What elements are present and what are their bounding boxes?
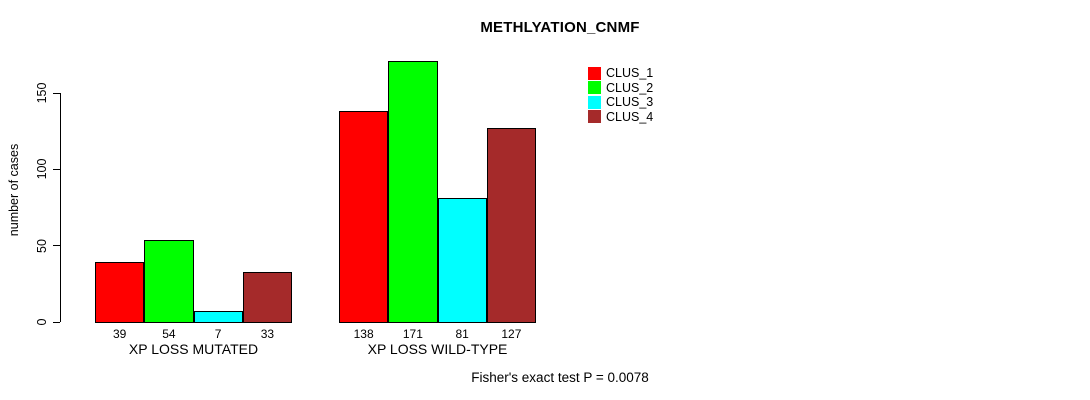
bar-clus_1-group1 bbox=[95, 262, 145, 323]
bar-value-label-clus_2-group2: 171 bbox=[402, 327, 423, 341]
y-tick-label-0: 0 bbox=[35, 318, 49, 326]
legend-label-clus_3: CLUS_3 bbox=[606, 95, 654, 110]
x-group-label-2: XP LOSS WILD-TYPE bbox=[367, 341, 508, 357]
legend-label-clus_2: CLUS_2 bbox=[606, 80, 654, 95]
y-axis-label: number of cases bbox=[7, 143, 21, 237]
bar-clus_4-group2 bbox=[486, 128, 536, 323]
y-tick-150 bbox=[53, 92, 60, 94]
bar-value-label-clus_3-group1: 7 bbox=[214, 327, 222, 341]
legend-row-clus_3: CLUS_3 bbox=[588, 95, 653, 110]
legend-swatch-clus_4 bbox=[588, 110, 601, 124]
legend-swatch-clus_3 bbox=[588, 95, 601, 109]
legend-label-clus_4: CLUS_4 bbox=[606, 109, 654, 124]
bar-clus_3-group1 bbox=[193, 311, 243, 323]
bar-value-label-clus_2-group1: 54 bbox=[162, 327, 176, 341]
bar-clus_1-group2 bbox=[339, 111, 389, 323]
y-axis-line bbox=[60, 93, 61, 322]
legend: CLUS_1 CLUS_2 CLUS_3 CLUS_4 bbox=[588, 66, 653, 124]
y-tick-label-150: 150 bbox=[35, 82, 49, 104]
y-tick-50 bbox=[53, 245, 60, 247]
y-tick-100 bbox=[53, 168, 60, 170]
bar-clus_4-group1 bbox=[242, 271, 292, 323]
legend-swatch-clus_1 bbox=[588, 66, 601, 80]
legend-row-clus_2: CLUS_2 bbox=[588, 81, 653, 96]
y-tick-label-100: 100 bbox=[35, 158, 49, 180]
legend-swatch-clus_2 bbox=[588, 81, 601, 95]
bar-clus_2-group1 bbox=[144, 239, 194, 323]
legend-row-clus_1: CLUS_1 bbox=[588, 66, 653, 81]
bar-value-label-clus_4-group2: 127 bbox=[501, 327, 522, 341]
bar-value-label-clus_1-group1: 39 bbox=[112, 327, 127, 341]
chart-title: METHLYATION_CNMF bbox=[480, 19, 640, 36]
bar-value-label-clus_4-group1: 33 bbox=[260, 327, 275, 341]
x-group-label-1: XP LOSS MUTATED bbox=[128, 341, 259, 357]
y-tick-label-50: 50 bbox=[35, 238, 49, 253]
annotation-text: Fisher's exact test P = 0.0078 bbox=[471, 370, 649, 385]
legend-label-clus_1: CLUS_1 bbox=[606, 66, 654, 81]
bar-clus_3-group2 bbox=[437, 198, 487, 323]
legend-row-clus_4: CLUS_4 bbox=[588, 110, 653, 125]
y-tick-0 bbox=[53, 321, 60, 323]
bar-clus_2-group2 bbox=[388, 60, 438, 323]
bar-value-label-clus_1-group2: 138 bbox=[353, 327, 374, 341]
bar-value-label-clus_3-group2: 81 bbox=[455, 327, 469, 341]
